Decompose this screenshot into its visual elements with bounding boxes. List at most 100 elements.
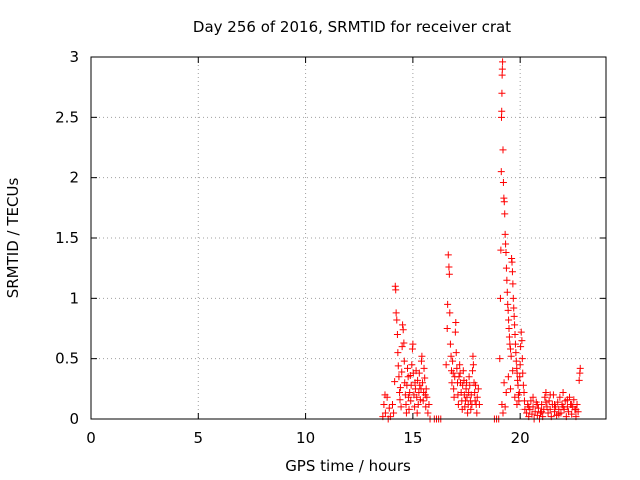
data-point <box>546 391 554 399</box>
data-point <box>453 364 461 372</box>
data-point <box>518 355 526 363</box>
data-point <box>450 393 458 401</box>
data-point <box>420 364 428 372</box>
data-point <box>520 388 528 396</box>
data-point <box>505 316 513 324</box>
data-point <box>504 300 512 308</box>
data-point <box>423 393 431 401</box>
data-point <box>473 393 481 401</box>
data-point <box>452 318 460 326</box>
data-point <box>502 248 510 256</box>
data-point <box>507 345 515 353</box>
data-point <box>396 384 404 392</box>
data-point <box>512 357 520 365</box>
data-point <box>392 309 400 317</box>
data-point <box>509 280 517 288</box>
data-point <box>407 397 415 405</box>
x-axis-label: GPS time / hours <box>285 457 411 475</box>
data-point <box>400 357 408 365</box>
data-point <box>463 393 471 401</box>
data-point <box>392 286 400 294</box>
data-point <box>498 65 506 73</box>
data-point <box>469 361 477 369</box>
y-axis-label: SRMTID / TECUs <box>4 178 22 299</box>
data-point <box>507 385 515 393</box>
data-point <box>397 403 405 411</box>
data-point <box>454 401 462 409</box>
data-point <box>452 349 460 357</box>
data-point <box>414 376 422 384</box>
x-axis-ticks: 0 5 10 15 20 <box>86 57 530 447</box>
data-points <box>379 58 584 423</box>
data-point <box>444 300 452 308</box>
data-point <box>395 373 403 381</box>
y-tick-label: 2 <box>69 169 79 187</box>
y-tick-label: 0 <box>69 410 79 428</box>
data-point <box>442 361 450 369</box>
y-tick-label: 3 <box>69 48 79 66</box>
data-point <box>527 397 535 405</box>
data-point <box>509 367 517 375</box>
data-point <box>525 403 533 411</box>
data-point <box>393 331 401 339</box>
data-point <box>517 328 525 336</box>
data-point <box>421 374 429 382</box>
data-point <box>546 405 554 413</box>
data-point <box>538 408 546 416</box>
data-point <box>505 333 513 341</box>
data-point <box>542 388 550 396</box>
data-point <box>499 58 507 66</box>
data-point <box>508 258 516 266</box>
plot-frame <box>90 56 607 420</box>
data-point <box>510 304 518 312</box>
data-point <box>447 352 455 360</box>
data-point <box>551 401 558 409</box>
data-point <box>398 368 406 376</box>
data-point <box>407 381 415 389</box>
data-point <box>499 409 507 417</box>
data-point <box>508 268 516 276</box>
data-point <box>513 401 521 409</box>
data-point <box>572 405 580 413</box>
data-point <box>444 251 452 259</box>
data-point <box>446 340 454 348</box>
data-point <box>411 403 419 411</box>
data-point <box>520 397 528 405</box>
data-point <box>394 349 402 357</box>
data-point <box>462 385 470 393</box>
data-point <box>511 331 519 339</box>
data-point <box>568 401 576 409</box>
data-point <box>399 326 407 334</box>
data-point <box>499 146 507 154</box>
data-point <box>568 410 576 418</box>
y-tick-label: 1 <box>69 289 79 307</box>
data-point <box>409 340 417 348</box>
data-point <box>465 373 473 381</box>
data-point <box>396 396 404 404</box>
data-point <box>469 367 477 375</box>
data-point <box>505 325 513 332</box>
data-point <box>501 230 509 238</box>
data-point <box>531 408 539 416</box>
x-tick-label: 0 <box>86 429 96 447</box>
data-point <box>402 401 410 409</box>
data-point <box>424 409 432 417</box>
data-point <box>381 409 389 417</box>
data-point <box>497 246 505 254</box>
data-point <box>450 385 458 393</box>
data-point <box>380 401 388 409</box>
data-point <box>413 409 421 417</box>
data-point <box>394 362 402 370</box>
x-tick-label: 10 <box>296 429 315 447</box>
data-point <box>472 381 480 389</box>
data-point <box>425 401 433 409</box>
data-point <box>507 352 515 360</box>
data-point <box>396 388 404 396</box>
data-point <box>413 393 421 401</box>
data-point <box>405 393 413 401</box>
data-point <box>499 178 507 186</box>
data-point <box>556 393 564 401</box>
data-point <box>516 373 524 381</box>
data-point <box>519 381 527 389</box>
